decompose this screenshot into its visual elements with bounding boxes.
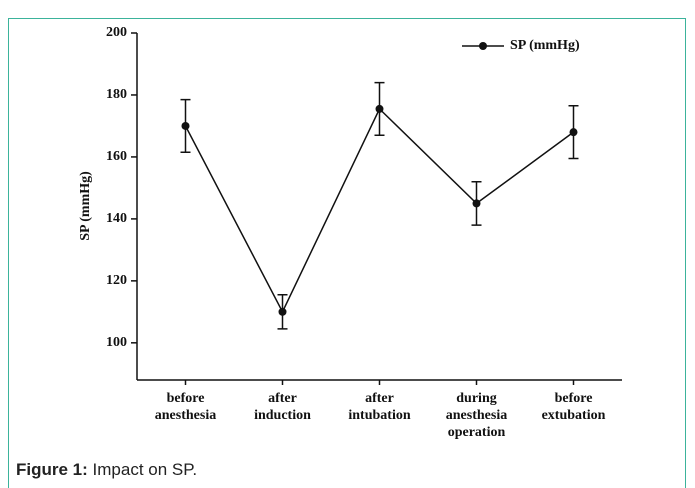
point xyxy=(278,307,287,316)
y-tick-label: 100 xyxy=(106,335,127,350)
caption: Figure 1: Impact on SP. xyxy=(16,460,197,480)
point xyxy=(375,104,384,113)
caption-label: Figure 1: xyxy=(16,460,88,479)
point xyxy=(569,128,578,137)
x-tick-label: during anesthesia operation xyxy=(446,391,507,440)
y-tick-label: 120 xyxy=(106,273,127,288)
x-tick-label: before anesthesia xyxy=(155,391,216,423)
legend-label: SP (mmHg) xyxy=(510,38,580,53)
x-tick-label: before extubation xyxy=(542,391,606,423)
chart: SP (mmHg) 100 120 140 160 180 200 before anesth… xyxy=(78,25,622,440)
legend-marker xyxy=(479,42,487,50)
point xyxy=(472,199,481,208)
caption-text: Impact on SP. xyxy=(92,460,198,479)
y-tick-label: 180 xyxy=(106,87,127,102)
y-tick-label: 140 xyxy=(106,211,127,226)
figure-frame xyxy=(8,18,686,488)
x-tick-label: after induction xyxy=(254,391,311,423)
y-tick-label: 200 xyxy=(106,25,127,40)
point xyxy=(181,121,190,130)
y-axis-label: SP (mmHg) xyxy=(78,171,93,241)
series-line xyxy=(184,107,574,314)
y-tick-label: 160 xyxy=(106,149,127,164)
x-tick-label: after intubation xyxy=(348,391,410,423)
